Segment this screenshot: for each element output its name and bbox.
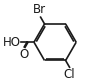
Text: Br: Br — [33, 3, 46, 16]
Text: HO: HO — [3, 36, 21, 49]
Text: Cl: Cl — [64, 68, 75, 81]
Text: O: O — [19, 48, 28, 61]
